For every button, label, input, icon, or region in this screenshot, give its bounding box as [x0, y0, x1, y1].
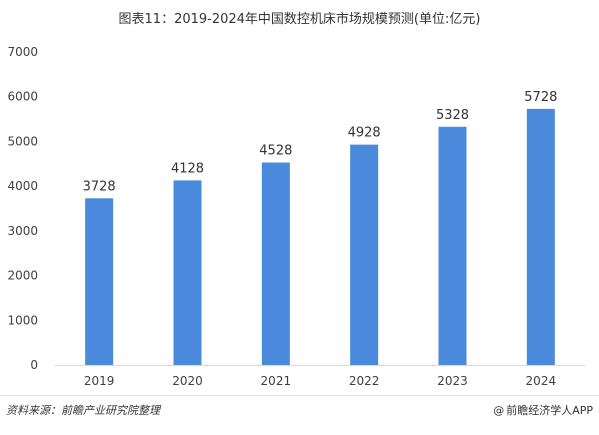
source-note: 资料来源：前瞻产业研究院整理	[6, 404, 160, 417]
y-tick-label: 3000	[7, 224, 38, 238]
x-tick-label-2021: 2021	[261, 374, 292, 388]
x-tick-label-2022: 2022	[349, 374, 380, 388]
data-label-2023: 5328	[436, 108, 469, 123]
chart-title: 图表11：2019-2024年中国数控机床市场规模预测(单位:亿元)	[118, 12, 481, 27]
data-label-2019: 3728	[83, 179, 116, 194]
y-tick-label: 2000	[7, 269, 38, 283]
bar-2021	[261, 162, 290, 365]
data-label-2020: 4128	[171, 161, 204, 176]
y-tick-label: 5000	[7, 134, 38, 148]
data-label-2021: 4528	[259, 144, 292, 159]
brand-credit: @ 前瞻经济学人APP	[493, 402, 593, 418]
bars-group	[85, 108, 555, 365]
bar-2023	[438, 126, 467, 365]
at-icon: @	[493, 404, 505, 417]
y-tick-label: 1000	[7, 313, 38, 327]
x-tick-label-2023: 2023	[437, 374, 468, 388]
data-label-2022: 4928	[348, 126, 381, 141]
y-axis: 0 1000 2000 3000 4000 5000 6000 7000	[7, 45, 38, 372]
bar-2019	[85, 198, 114, 365]
x-tick-label-2019: 2019	[84, 374, 115, 388]
x-tick-label-2024: 2024	[526, 374, 557, 388]
footer-divider	[0, 395, 599, 396]
x-tick-label-2020: 2020	[172, 374, 203, 388]
bar-2022	[350, 144, 379, 365]
bar-2020	[173, 180, 202, 365]
x-axis: 2019 2020 2021 2022 2023 2024	[55, 365, 585, 388]
y-tick-label: 4000	[7, 179, 38, 193]
data-label-2024: 5728	[524, 90, 557, 105]
y-tick-label: 6000	[7, 90, 38, 104]
data-labels-group: 3728 4128 4528 4928 5328 5728	[83, 90, 558, 194]
y-tick-label: 0	[30, 358, 38, 372]
brand-label: 前瞻经济学人APP	[506, 404, 593, 417]
bar-2024	[526, 108, 555, 365]
y-tick-label: 7000	[7, 45, 38, 59]
